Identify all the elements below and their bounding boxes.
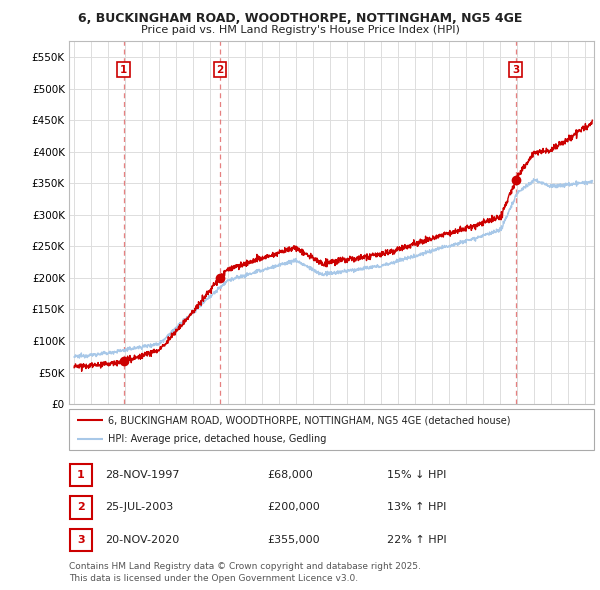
Text: 3: 3	[77, 535, 85, 545]
Text: 1: 1	[120, 65, 127, 75]
Text: 2: 2	[77, 503, 85, 512]
Text: 2: 2	[217, 65, 224, 75]
Text: 15% ↓ HPI: 15% ↓ HPI	[387, 470, 446, 480]
Text: 22% ↑ HPI: 22% ↑ HPI	[387, 535, 446, 545]
Text: £68,000: £68,000	[267, 470, 313, 480]
Text: 6, BUCKINGHAM ROAD, WOODTHORPE, NOTTINGHAM, NG5 4GE (detached house): 6, BUCKINGHAM ROAD, WOODTHORPE, NOTTINGH…	[109, 415, 511, 425]
Text: 6, BUCKINGHAM ROAD, WOODTHORPE, NOTTINGHAM, NG5 4GE: 6, BUCKINGHAM ROAD, WOODTHORPE, NOTTINGH…	[78, 12, 522, 25]
FancyBboxPatch shape	[70, 464, 92, 486]
Text: 13% ↑ HPI: 13% ↑ HPI	[387, 503, 446, 512]
Text: 20-NOV-2020: 20-NOV-2020	[105, 535, 179, 545]
Text: HPI: Average price, detached house, Gedling: HPI: Average price, detached house, Gedl…	[109, 434, 327, 444]
Text: 28-NOV-1997: 28-NOV-1997	[105, 470, 179, 480]
Text: 25-JUL-2003: 25-JUL-2003	[105, 503, 173, 512]
Text: Contains HM Land Registry data © Crown copyright and database right 2025.
This d: Contains HM Land Registry data © Crown c…	[69, 562, 421, 583]
Text: 1: 1	[77, 470, 85, 480]
FancyBboxPatch shape	[70, 529, 92, 551]
Text: Price paid vs. HM Land Registry's House Price Index (HPI): Price paid vs. HM Land Registry's House …	[140, 25, 460, 35]
FancyBboxPatch shape	[70, 496, 92, 519]
Text: £355,000: £355,000	[267, 535, 320, 545]
Text: 3: 3	[512, 65, 519, 75]
FancyBboxPatch shape	[69, 409, 594, 450]
Text: £200,000: £200,000	[267, 503, 320, 512]
